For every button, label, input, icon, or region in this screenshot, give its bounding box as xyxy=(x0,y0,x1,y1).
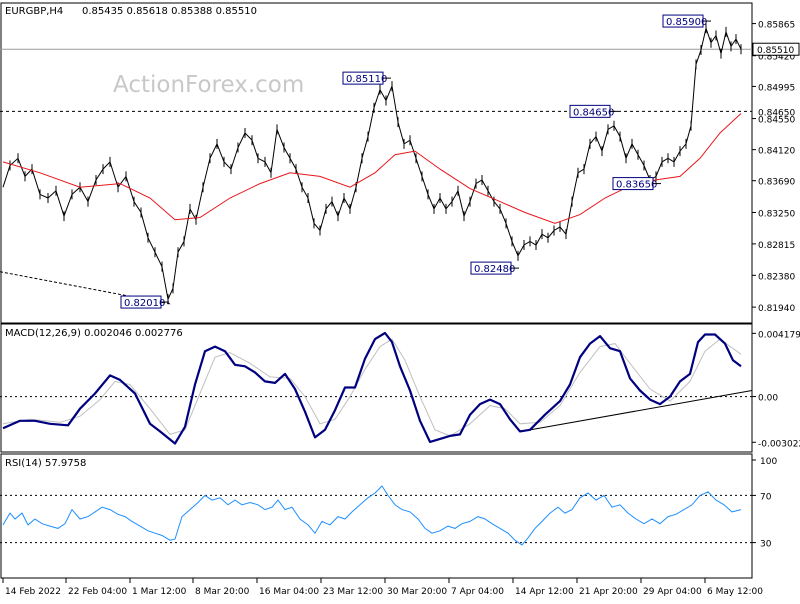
rsi-y-tick-label: 100 xyxy=(760,457,777,467)
price-annotation-label: 0.82010 xyxy=(124,298,165,309)
macd-y-tick-label: 0.00 xyxy=(758,394,778,404)
symbol-label: EURGBP,H4 xyxy=(5,6,63,17)
price-axis: 0.85865 0.85420 0.84995 0.84550 0.84120 0.836… xyxy=(752,21,800,314)
rsi-label: RSI(14) 57.9758 xyxy=(5,458,86,469)
price-panel: ActionForex.com EURGBP,H4 0.85435 0.8561… xyxy=(0,2,800,324)
macd-trendline xyxy=(529,390,753,431)
ohlc-readout: 0.85435 0.85618 0.85388 0.85510 xyxy=(82,6,257,17)
rsi-panel-frame xyxy=(0,453,753,579)
time-axis-label: 21 Apr 20:00 xyxy=(579,587,638,597)
price-annotation-label: 0.84650 xyxy=(573,107,614,118)
watermark: ActionForex.com xyxy=(113,72,304,98)
time-axis-label: 8 Mar 20:00 xyxy=(195,587,250,597)
price-y-tick-label: 0.84995 xyxy=(758,83,795,93)
macd-y-tick-label: 0.004179 xyxy=(758,330,800,340)
price-y-tick-label: 0.85420 xyxy=(758,53,795,63)
time-axis-label: 30 Mar 20:00 xyxy=(387,587,447,597)
price-y-tick-label: 0.83690 xyxy=(758,178,795,188)
price-annotation-label: 0.82480 xyxy=(474,264,515,275)
rsi-axis: 100 70 30 xyxy=(752,457,777,550)
time-axis-label: 14 Feb 2022 xyxy=(5,587,61,597)
rsi-series-group xyxy=(0,485,752,546)
macd-label: MACD(12,26,9) 0.002046 0.002776 xyxy=(5,328,183,339)
rsi-y-tick-label: 70 xyxy=(760,492,772,502)
price-annotation-label: 0.83650 xyxy=(616,180,657,191)
time-axis-label: 1 Mar 12:00 xyxy=(132,587,187,597)
time-axis-label: 14 Apr 12:00 xyxy=(515,587,574,597)
macd-panel: MACD(12,26,9) 0.002046 0.002776 0.004179… xyxy=(0,323,800,453)
price-y-tick-label: 0.84550 xyxy=(758,116,795,126)
price-annotation-label: 0.85900 xyxy=(666,17,707,28)
time-axis-label: 7 Apr 04:00 xyxy=(451,587,504,597)
macd-panel-frame xyxy=(0,323,753,453)
time-axis: 14 Feb 2022 22 Feb 04:00 1 Mar 12:00 8 Mar … xyxy=(2,578,763,597)
macd-series-group xyxy=(0,331,753,445)
current-price-label: 0.85510 xyxy=(757,46,794,56)
time-axis-label: 29 Apr 04:00 xyxy=(643,587,702,597)
rsi-y-tick-label: 30 xyxy=(760,540,772,550)
macd-axis: 0.004179 0.00 -0.003022 xyxy=(752,330,800,449)
support-level-axis-label: 0.84650 xyxy=(758,108,795,118)
price-y-tick-label: 0.84120 xyxy=(758,147,795,157)
time-axis-label: 16 Mar 04:00 xyxy=(259,587,319,597)
rsi-line xyxy=(2,485,742,546)
macd-signal-line xyxy=(2,338,742,437)
rsi-panel: RSI(14) 57.9758 100 70 30 xyxy=(0,453,777,579)
price-y-tick-label: 0.83250 xyxy=(758,209,795,219)
price-y-tick-label: 0.82815 xyxy=(758,241,795,251)
price-panel-frame xyxy=(0,2,753,324)
time-axis-label: 6 May 12:00 xyxy=(707,587,763,597)
price-series-group xyxy=(2,23,742,305)
macd-line xyxy=(2,331,742,445)
price-y-tick-label: 0.82380 xyxy=(758,272,795,282)
current-price-box xyxy=(752,42,800,56)
price-y-tick-label: 0.81940 xyxy=(758,304,795,314)
price-y-tick-label: 0.85865 xyxy=(758,21,795,31)
price-annotations: 0.82010 0.85110 0.84650 0.83650 0.82480 0.859… xyxy=(120,14,711,309)
price-annotation-label: 0.85110 xyxy=(346,74,387,85)
time-axis-label: 22 Feb 04:00 xyxy=(68,587,127,597)
time-axis-label: 23 Mar 12:00 xyxy=(323,587,383,597)
macd-y-tick-label: -0.003022 xyxy=(758,439,800,449)
